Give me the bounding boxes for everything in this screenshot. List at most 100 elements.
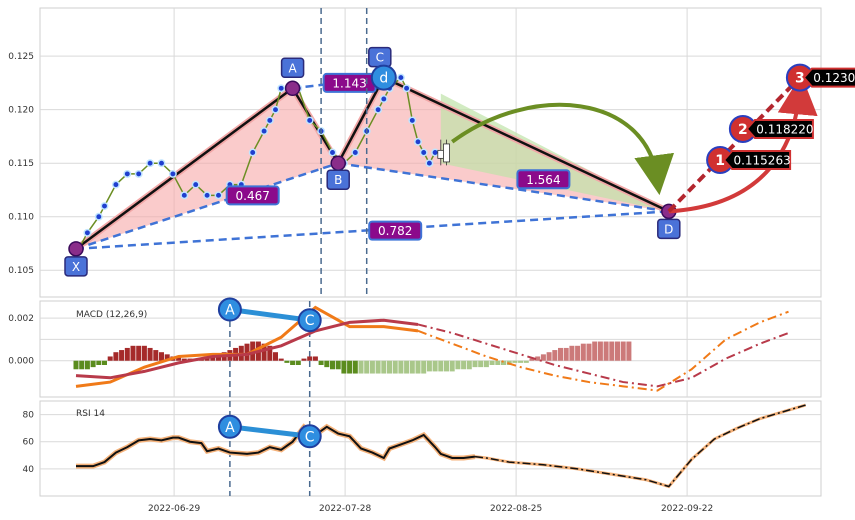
- histogram-bar: [518, 360, 524, 363]
- histogram-bar: [364, 360, 370, 374]
- rsi-projection: [474, 404, 806, 488]
- price-point: [157, 159, 166, 168]
- histogram-bar: [290, 360, 296, 365]
- price-point: [328, 148, 337, 157]
- histogram-bar: [626, 341, 632, 361]
- pattern-label-box: [326, 169, 350, 190]
- histogram-bar: [119, 350, 125, 361]
- histogram-bar: [569, 345, 575, 361]
- histogram-bar: [586, 343, 592, 361]
- histogram-bar: [432, 360, 438, 372]
- price-point: [414, 137, 422, 146]
- pattern-leg: [337, 76, 385, 164]
- histogram-bar: [466, 360, 472, 370]
- price-point: [111, 180, 120, 189]
- histogram-bar: [96, 360, 102, 365]
- histogram-bar: [210, 356, 216, 361]
- ratio-box: [225, 185, 280, 206]
- y-tick-label: 80: [23, 411, 35, 421]
- y-tick-label: 0.002: [8, 314, 34, 324]
- histogram-bar: [113, 352, 119, 361]
- histogram-bar: [529, 358, 535, 361]
- pattern-label: C: [376, 51, 384, 65]
- price-point: [134, 169, 143, 178]
- histogram-bar: [278, 358, 284, 361]
- histogram-bar: [295, 360, 301, 365]
- price-point: [271, 105, 280, 114]
- histogram-bar: [546, 352, 552, 361]
- histogram-bar: [426, 360, 432, 372]
- histogram-bar: [523, 360, 529, 363]
- price-point: [379, 95, 388, 103]
- ratio-label: 1.143: [332, 76, 366, 90]
- histogram-bar: [444, 360, 449, 372]
- histogram-bar: [141, 345, 147, 361]
- d-marker-label: d: [379, 71, 388, 87]
- x-tick-label: 2022-06-29: [148, 504, 201, 514]
- target-label: 0.123000: [813, 71, 855, 85]
- macd-title: MACD (12,26,9): [76, 310, 147, 320]
- price-point: [94, 212, 103, 221]
- bd-dashed-line: [338, 161, 669, 213]
- price-point: [419, 148, 428, 157]
- histogram-bar: [84, 360, 90, 370]
- histogram-bar: [495, 360, 501, 365]
- histogram-bar: [284, 360, 290, 363]
- target-dashed-line: [667, 76, 802, 213]
- histogram-bar: [398, 360, 404, 374]
- target-number: 1: [715, 153, 725, 169]
- price-point: [191, 180, 200, 189]
- target-number: 3: [795, 71, 805, 87]
- histogram-bar: [307, 356, 313, 361]
- price-point: [277, 84, 286, 93]
- macd-panel: [39, 300, 822, 398]
- target-label-box: [745, 118, 814, 139]
- rsi-divergence-label: A: [225, 420, 235, 436]
- histogram-bar: [461, 360, 467, 370]
- price-point: [203, 191, 212, 200]
- ratio-label: 0.782: [378, 224, 412, 238]
- histogram-bar: [301, 358, 307, 361]
- target-label-box: [802, 67, 855, 88]
- histogram-bar: [552, 350, 558, 361]
- pattern-label: X: [72, 260, 80, 274]
- rsi-divergence-marker: [297, 424, 322, 449]
- histogram-bar: [404, 360, 410, 374]
- price-point: [402, 84, 411, 93]
- price-point: [83, 228, 92, 237]
- price-point: [214, 191, 223, 200]
- histogram-bar: [563, 347, 569, 361]
- histogram-bar: [164, 354, 170, 361]
- price-point: [260, 127, 269, 136]
- price-point: [248, 148, 257, 157]
- y-tick-label: 0.110: [8, 213, 34, 223]
- y-tick-label: 0.115: [8, 159, 34, 169]
- histogram-bar: [102, 360, 107, 365]
- rsi-panel: [39, 400, 822, 497]
- histogram-bar: [136, 345, 142, 361]
- price-point: [180, 191, 189, 200]
- macd-divergence-line: [229, 307, 311, 323]
- macd-line-projection: [417, 323, 789, 388]
- x-tick-label: 2022-08-25: [490, 504, 542, 514]
- histogram-bar: [330, 360, 335, 370]
- histogram-bar: [153, 350, 159, 361]
- histogram-bar: [472, 360, 478, 368]
- d-marker: [370, 64, 397, 91]
- candle-body: [443, 143, 450, 163]
- histogram-bar: [312, 356, 318, 361]
- x-tick-label: 2022-07-28: [319, 504, 372, 514]
- histogram-bar: [261, 343, 267, 361]
- pattern-label: A: [288, 61, 297, 75]
- histogram-bar: [159, 352, 164, 361]
- histogram-bar: [609, 341, 615, 361]
- histogram-bar: [90, 360, 96, 368]
- macd-divergence-label: C: [305, 313, 315, 329]
- pattern-label-box: [657, 218, 681, 240]
- price-point: [123, 169, 132, 178]
- target-label-box: [722, 149, 792, 170]
- histogram-bar: [273, 352, 278, 361]
- histogram-bar: [580, 343, 586, 361]
- rsi-line: [76, 425, 476, 468]
- price-point: [265, 116, 274, 125]
